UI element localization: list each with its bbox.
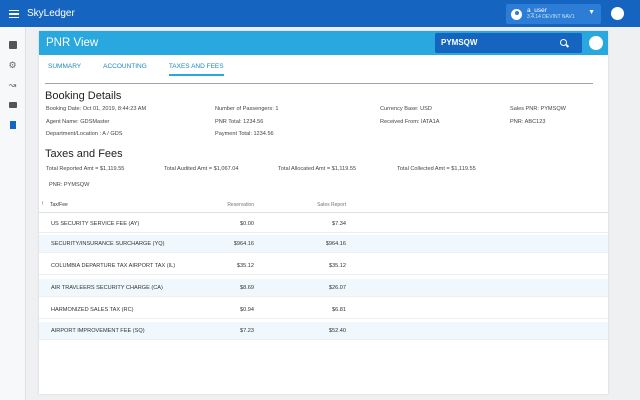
booking-details-title: Booking Details xyxy=(45,90,122,102)
user-name: a_user xyxy=(527,7,547,14)
tax-name: US SECURITY SERVICE FEE (AY) xyxy=(51,221,140,227)
pnr-view-panel: PNR View SUMMARY ACCOUNTING TAXES AND FE… xyxy=(39,31,608,394)
reservation-amount: $0.94 xyxy=(240,307,254,313)
sort-ascending-icon[interactable]: ↑ xyxy=(41,201,44,207)
taxes-and-fees-title: Taxes and Fees xyxy=(45,148,123,160)
hamburger-menu-icon[interactable] xyxy=(9,9,19,18)
number-of-passengers: Number of Passengers: 1 xyxy=(215,106,279,112)
sales-amount: $7.34 xyxy=(332,221,346,227)
pnr-search-input[interactable] xyxy=(441,38,551,47)
column-header-sales-report[interactable]: Sales Report xyxy=(317,202,346,208)
tax-name: HARMONIZED SALES TAX (RC) xyxy=(51,307,134,313)
tax-name: SECURITY/INSURANCE SURCHARGE (YQ) xyxy=(51,241,165,247)
pnr-code: PNR: ABC123 xyxy=(510,119,546,125)
table-pnr-label: PNR: PYMSQW xyxy=(49,182,90,188)
table-row[interactable]: SECURITY/INSURANCE SURCHARGE (YQ) $964.1… xyxy=(39,235,608,253)
table-row[interactable]: HARMONIZED SALES TAX (RC) $0.94 $6.81 xyxy=(39,301,608,319)
tab-summary[interactable]: SUMMARY xyxy=(48,63,82,70)
reservation-amount: $964.16 xyxy=(233,241,254,247)
reservation-amount: $7.23 xyxy=(240,328,254,334)
sidebar: ⚙ ↝ xyxy=(0,27,26,400)
sales-amount: $52.40 xyxy=(328,328,346,334)
user-environment: 3.4.14 DEVINT NAV1 xyxy=(527,14,575,20)
received-from: Received From: IATA1A xyxy=(380,119,440,125)
sales-amount: $35.12 xyxy=(328,263,346,269)
taxes-table-header: ↑ Tax/Fee Reservation Sales Report xyxy=(39,198,608,213)
column-header-tax-fee[interactable]: Tax/Fee xyxy=(50,202,68,208)
help-icon[interactable] xyxy=(611,7,624,20)
chevron-down-icon: ▼ xyxy=(588,9,595,16)
sales-amount: $26.07 xyxy=(328,285,346,291)
agent-name: Agent Name: GDSMaster xyxy=(46,119,110,125)
tab-accounting[interactable]: ACCOUNTING xyxy=(103,63,147,70)
tab-bar: SUMMARY ACCOUNTING TAXES AND FEES xyxy=(48,62,246,76)
booking-date: Booking Date: Oct 01, 2019, 8:44:23 AM xyxy=(46,106,147,112)
user-avatar-icon xyxy=(511,8,522,20)
table-row[interactable]: US SECURITY SERVICE FEE (AY) $0.00 $7.34 xyxy=(39,215,608,233)
payment-total: Payment Total: 1234.56 xyxy=(215,131,274,137)
reservation-amount: $0.00 xyxy=(240,221,254,227)
department-location: Department/Location : A / GDS xyxy=(46,131,123,137)
total-collected-amount: Total Collected Amt = $1,119.55 xyxy=(397,166,476,172)
panel-action-icon[interactable] xyxy=(589,36,603,50)
tax-name: AIRPORT IMPROVEMENT FEE (SQ) xyxy=(51,328,145,334)
table-row[interactable]: COLUMBIA DEPARTURE TAX AIRPORT TAX (IL) … xyxy=(39,257,608,275)
total-allocated-amount: Total Allocated Amt = $1,119.55 xyxy=(278,166,357,172)
sales-amount: $964.16 xyxy=(325,241,346,247)
sidebar-bookmark-icon[interactable] xyxy=(8,121,17,130)
top-bar: SkyLedger a_user 3.4.14 DEVINT NAV1 ▼ xyxy=(0,0,640,27)
pnr-total: PNR Total: 1234.56 xyxy=(215,119,264,125)
tab-taxes-and-fees[interactable]: TAXES AND FEES xyxy=(168,62,224,76)
tax-name: AIR TRAVLEERS SECURITY CHARGE (CA) xyxy=(51,285,163,291)
tax-name: COLUMBIA DEPARTURE TAX AIRPORT TAX (IL) xyxy=(51,263,176,269)
total-audited-amount: Total Audited Amt = $1,067.04 xyxy=(164,166,239,172)
app-name: SkyLedger xyxy=(27,8,75,19)
panel-header: PNR View xyxy=(39,31,608,55)
reservation-amount: $8.69 xyxy=(240,285,254,291)
total-reported-amount: Total Reported Amt = $1,119.55 xyxy=(46,166,125,172)
pnr-search-box[interactable] xyxy=(435,33,582,53)
sales-pnr: Sales PNR: PYMSQW xyxy=(510,106,566,112)
sidebar-trend-icon[interactable]: ↝ xyxy=(8,80,17,90)
page-title: PNR View xyxy=(46,37,99,49)
tabs-divider xyxy=(45,83,593,84)
sidebar-dashboard-icon[interactable] xyxy=(8,41,17,50)
table-row[interactable]: AIR TRAVLEERS SECURITY CHARGE (CA) $8.69… xyxy=(39,279,608,297)
reservation-amount: $35.12 xyxy=(236,263,254,269)
sidebar-folder-icon[interactable] xyxy=(8,101,17,110)
sales-amount: $6.81 xyxy=(332,307,346,313)
column-header-reservation[interactable]: Reservation xyxy=(227,202,254,208)
table-row[interactable]: AIRPORT IMPROVEMENT FEE (SQ) $7.23 $52.4… xyxy=(39,322,608,340)
currency-base: Currency Base: USD xyxy=(380,106,432,112)
sidebar-gear-icon[interactable]: ⚙ xyxy=(8,60,17,70)
user-menu[interactable]: a_user 3.4.14 DEVINT NAV1 ▼ xyxy=(506,4,601,24)
search-icon[interactable] xyxy=(560,39,567,46)
